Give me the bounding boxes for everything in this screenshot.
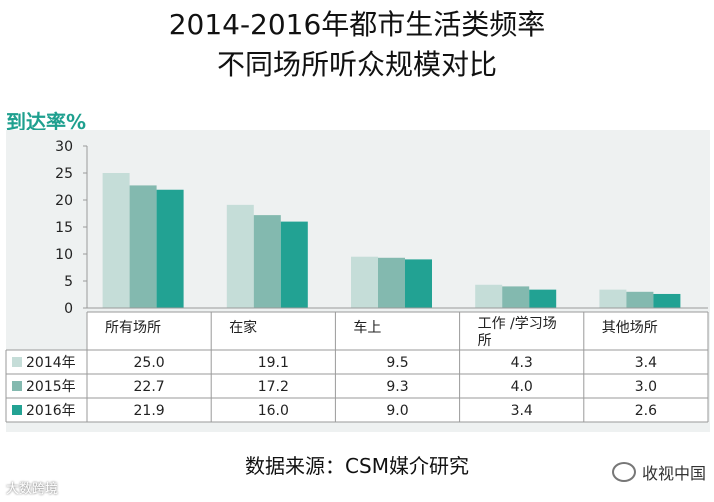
legend-label: 2014年 bbox=[26, 355, 76, 371]
data-label: 17.2 bbox=[258, 379, 289, 395]
watermark-right: 收视中国 bbox=[611, 460, 706, 484]
data-label: 9.5 bbox=[386, 355, 408, 371]
y-tick-label: 5 bbox=[64, 274, 73, 290]
bar bbox=[378, 257, 405, 308]
legend-swatch bbox=[12, 381, 22, 391]
chart-title-line1: 2014-2016年都市生活类频率 bbox=[168, 8, 546, 41]
y-tick-label: 20 bbox=[55, 193, 73, 209]
bar bbox=[653, 293, 681, 308]
y-tick-label: 0 bbox=[64, 301, 73, 317]
data-label: 4.0 bbox=[511, 379, 533, 395]
data-label: 25.0 bbox=[134, 355, 165, 371]
legend-swatch bbox=[12, 405, 22, 415]
y-tick-label: 15 bbox=[55, 220, 73, 236]
data-label: 2.6 bbox=[635, 403, 657, 419]
category-label: 所有场所 bbox=[105, 320, 161, 336]
y-tick-label: 30 bbox=[55, 139, 73, 155]
data-label: 9.3 bbox=[386, 379, 408, 395]
category-label: 其他场所 bbox=[602, 320, 658, 336]
data-label: 19.1 bbox=[258, 355, 289, 371]
chart-title-line2: 不同场所听众规模对比 bbox=[216, 48, 497, 81]
bar bbox=[226, 204, 254, 308]
legend-swatch bbox=[12, 357, 22, 367]
watermark-left: 大数跨境 bbox=[6, 482, 59, 497]
bar bbox=[502, 286, 530, 308]
y-tick-label: 10 bbox=[55, 247, 73, 263]
category-label-cont: 所 bbox=[478, 333, 492, 349]
bar bbox=[351, 256, 378, 308]
bar bbox=[475, 284, 503, 308]
bar bbox=[529, 289, 557, 308]
data-label: 3.0 bbox=[635, 379, 657, 395]
data-label: 16.0 bbox=[258, 403, 289, 419]
data-label: 22.7 bbox=[134, 379, 165, 395]
bar bbox=[253, 215, 281, 308]
data-label: 9.0 bbox=[386, 403, 408, 419]
data-label: 4.3 bbox=[511, 355, 533, 371]
table-body bbox=[87, 312, 708, 422]
data-label: 3.4 bbox=[635, 355, 657, 371]
y-tick-label: 25 bbox=[55, 166, 73, 182]
bar bbox=[280, 221, 308, 308]
bar bbox=[102, 173, 130, 308]
category-label: 在家 bbox=[229, 319, 257, 336]
category-label: 工作 /学习场 bbox=[478, 316, 557, 332]
bar bbox=[129, 185, 157, 308]
bar bbox=[156, 189, 184, 308]
bar bbox=[626, 291, 654, 308]
legend-label: 2015年 bbox=[26, 379, 76, 395]
data-source: 数据来源：CSM媒介研究 bbox=[245, 454, 469, 478]
watermark-right-text: 收视中国 bbox=[641, 464, 706, 483]
data-label: 21.9 bbox=[134, 403, 165, 419]
bar bbox=[405, 259, 432, 308]
bar bbox=[599, 289, 627, 308]
category-label: 车上 bbox=[353, 319, 381, 336]
data-label: 3.4 bbox=[511, 403, 533, 419]
wechat-icon bbox=[611, 462, 636, 482]
legend-label: 2016年 bbox=[26, 403, 76, 419]
